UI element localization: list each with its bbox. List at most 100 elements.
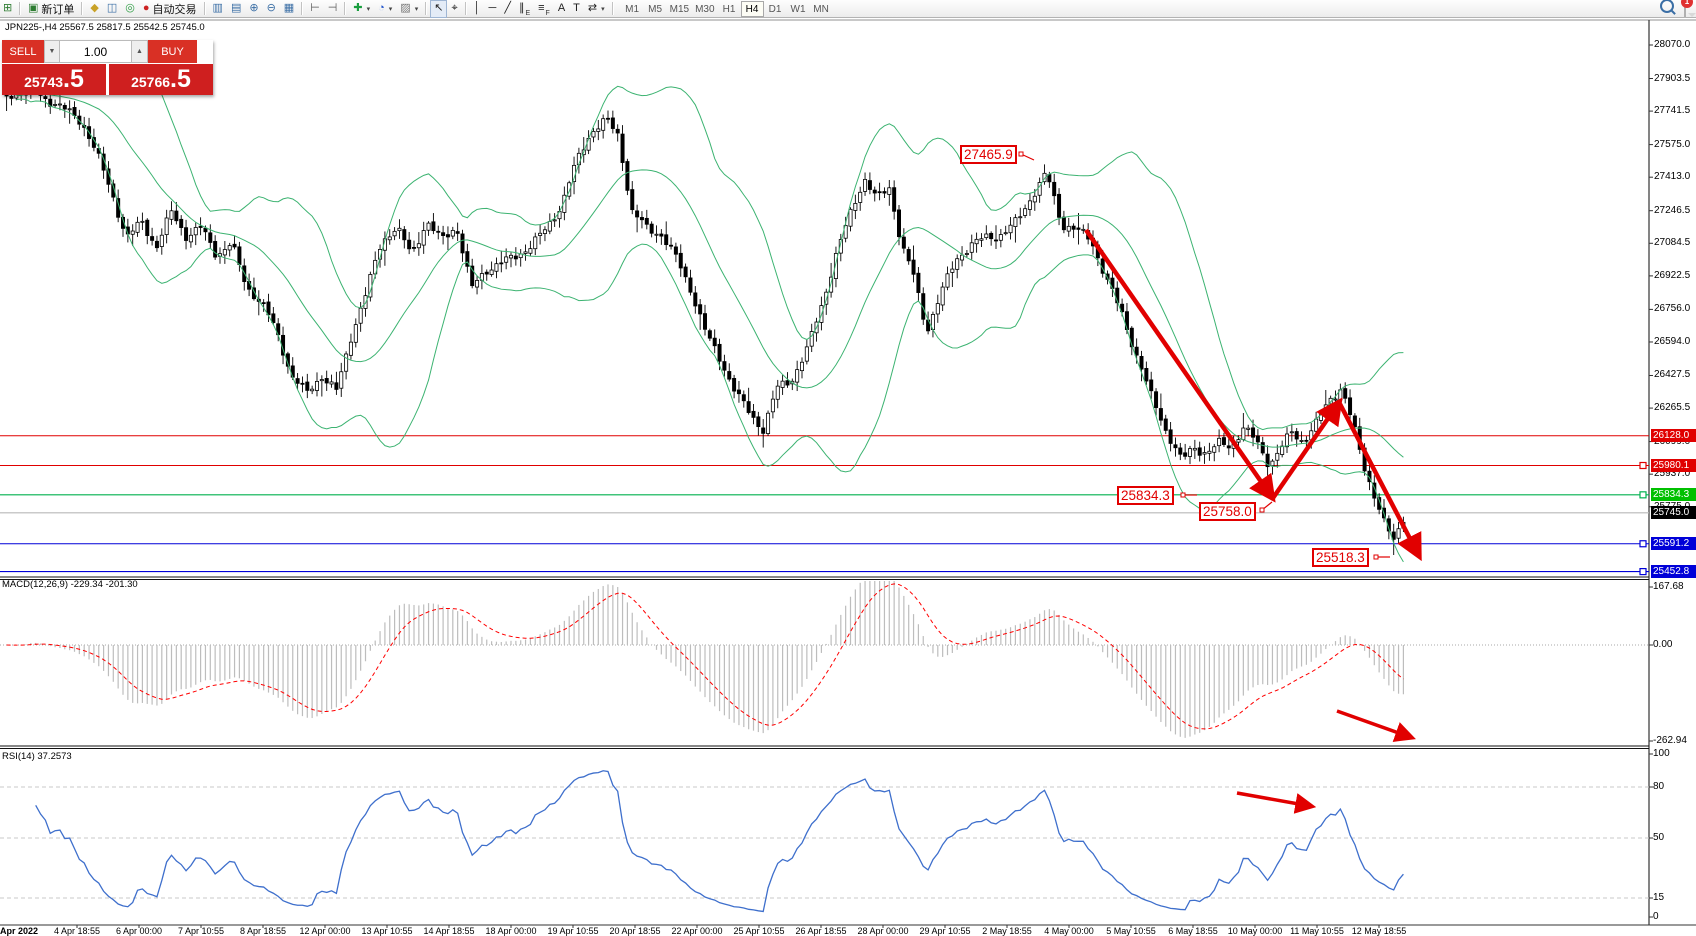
navigator-button[interactable]: ◫ bbox=[103, 0, 121, 18]
new-order-icon: ▣ bbox=[28, 2, 39, 14]
text-button[interactable]: A bbox=[554, 0, 569, 18]
price-tick: 27903.5 bbox=[1654, 72, 1691, 84]
indicator-tick: 80 bbox=[1653, 781, 1665, 792]
time-tick: 4 May 00:00 bbox=[1044, 926, 1094, 936]
auto-scroll-button[interactable]: ⊢ bbox=[306, 0, 324, 18]
channel-icon: ∥ bbox=[518, 2, 525, 14]
ask-price-main: 25766 bbox=[131, 74, 171, 90]
time-tick: 2 May 18:55 bbox=[982, 926, 1032, 936]
time-tick: 13 Apr 10:55 bbox=[361, 926, 413, 936]
ask-price-pips: .5 bbox=[170, 65, 191, 93]
cursor-button[interactable]: ↖ bbox=[430, 0, 448, 18]
price-tick: 25775.0 bbox=[1654, 500, 1691, 512]
arrows-icon: ⇄ bbox=[587, 2, 598, 14]
timeframe-group: M1 M5 M15 M30 H1 H4 D1 W1 MN bbox=[621, 0, 833, 17]
timeframe-h4[interactable]: H4 bbox=[740, 0, 764, 17]
timeframe-w1[interactable]: W1 bbox=[790, 3, 806, 15]
market-watch-button[interactable]: ◆ bbox=[86, 0, 102, 18]
indicators-button[interactable]: ✚ ▾ bbox=[353, 2, 371, 14]
price-annotation[interactable]: 25758.0 bbox=[1199, 502, 1256, 521]
one-click-trading-panel: SELL ▼ ▲ BUY 25743.5 25766.5 bbox=[2, 40, 213, 95]
chart-shift-button[interactable]: ⊣ bbox=[324, 0, 342, 18]
timeframe-m1[interactable]: M1 bbox=[625, 3, 640, 15]
vertical-line-icon: │ bbox=[473, 2, 481, 14]
vertical-line-button[interactable]: │ bbox=[470, 0, 485, 18]
price-level-badge: 26128.0 bbox=[1651, 428, 1696, 442]
horizontal-line-button[interactable]: ─ bbox=[485, 0, 501, 18]
time-tick: 25 Apr 10:55 bbox=[733, 926, 785, 936]
timeframe-mn[interactable]: MN bbox=[813, 3, 829, 15]
time-tick: 19 Apr 10:55 bbox=[547, 926, 599, 936]
buy-button[interactable]: BUY bbox=[148, 40, 197, 63]
price-tick: 26265.5 bbox=[1654, 402, 1691, 414]
indicator-tick: 167.68 bbox=[1653, 581, 1684, 592]
tile-windows-button[interactable]: ▦ bbox=[280, 0, 298, 18]
sell-button[interactable]: SELL bbox=[2, 40, 44, 63]
time-tick: 18 Apr 00:00 bbox=[485, 926, 537, 936]
new-order-button[interactable]: ▣ 新订单 bbox=[24, 0, 78, 18]
search-icon[interactable] bbox=[1660, 0, 1674, 18]
indicator-tick: 15 bbox=[1653, 892, 1665, 903]
fibonacci-button[interactable]: ≡ F bbox=[538, 2, 550, 17]
chart-ohlc-header: JPN225-,H4 25567.5 25817.5 25542.5 25745… bbox=[5, 22, 205, 33]
templates-button[interactable]: ▨ ▾ bbox=[400, 2, 419, 14]
signals-button[interactable]: ◎ bbox=[121, 0, 139, 18]
notifications-icon[interactable]: 1 bbox=[1681, 0, 1693, 18]
templates-icon: ▨ bbox=[400, 2, 411, 14]
price-annotation[interactable]: 25518.3 bbox=[1312, 548, 1369, 567]
timeframe-h1[interactable]: H1 bbox=[722, 3, 736, 15]
horizontal-line-icon: ─ bbox=[488, 2, 497, 14]
text-label-button[interactable]: T bbox=[569, 0, 584, 18]
price-annotation[interactable]: 25834.3 bbox=[1117, 486, 1174, 505]
toolbar-separator bbox=[611, 2, 614, 15]
volume-input[interactable] bbox=[60, 40, 132, 63]
timeframe-m5[interactable]: M5 bbox=[648, 3, 663, 15]
trendline-button[interactable]: ╱ bbox=[500, 0, 515, 18]
signals-icon: ◎ bbox=[125, 2, 135, 14]
price-tick: 28070.0 bbox=[1654, 39, 1691, 50]
time-tick: 10 May 00:00 bbox=[1227, 926, 1283, 936]
zoom-in-button[interactable]: ⊕ bbox=[245, 0, 262, 18]
new-order-button-label: 新订单 bbox=[41, 3, 75, 16]
time-tick: 11 May 10:55 bbox=[1290, 926, 1344, 936]
auto-trading-button[interactable]: ● 自动交易 bbox=[139, 0, 201, 18]
auto-trading-button-label: 自动交易 bbox=[152, 3, 197, 16]
toolbar-separator bbox=[203, 2, 206, 15]
volume-dropdown-icon[interactable]: ▼ bbox=[44, 40, 60, 63]
time-tick: 12 Apr 00:00 bbox=[299, 926, 351, 936]
volume-up-icon[interactable]: ▲ bbox=[132, 40, 148, 63]
indicator-tick: 0 bbox=[1653, 911, 1659, 922]
candlestick-chart-button[interactable]: ▤ bbox=[227, 0, 245, 18]
bar-chart-button[interactable]: ▥ bbox=[209, 0, 227, 18]
periods-button[interactable]: ◔ ▾ bbox=[378, 2, 393, 14]
toolbar-separator bbox=[425, 2, 428, 15]
timeframe-m15[interactable]: M15 bbox=[669, 3, 690, 15]
price-tick: 26427.5 bbox=[1654, 369, 1691, 381]
channel-button[interactable]: ∥ E bbox=[518, 2, 531, 17]
indicator-tick: 0.00 bbox=[1653, 639, 1673, 650]
bid-price-button[interactable]: 25743.5 bbox=[2, 64, 106, 95]
price-tick: 27413.0 bbox=[1654, 171, 1691, 183]
arrows-button[interactable]: ⇄ ▾ bbox=[587, 2, 605, 14]
zoom-in-icon: ⊕ bbox=[249, 2, 259, 14]
new-chart-icon: ⊞ bbox=[3, 2, 13, 14]
zoom-out-button[interactable]: ⊖ bbox=[263, 0, 280, 18]
price-tick: 27741.5 bbox=[1654, 105, 1691, 117]
ask-price-button[interactable]: 25766.5 bbox=[109, 64, 213, 95]
time-tick: 28 Apr 00:00 bbox=[857, 926, 909, 936]
timeframe-m30[interactable]: M30 bbox=[695, 3, 715, 15]
time-tick: 26 Apr 18:55 bbox=[795, 926, 847, 936]
candlestick-chart-icon: ▤ bbox=[230, 2, 242, 14]
new-chart-button[interactable]: ⊞ bbox=[2, 0, 16, 18]
price-tick: 26594.0 bbox=[1654, 335, 1691, 347]
indicator-tick: 100 bbox=[1653, 748, 1670, 759]
crosshair-button[interactable]: ⌖ bbox=[447, 0, 461, 18]
timeframe-d1[interactable]: D1 bbox=[768, 3, 782, 15]
cursor-icon: ↖ bbox=[434, 2, 444, 14]
price-tick: 25937.0 bbox=[1654, 468, 1691, 480]
market-watch-icon: ◆ bbox=[90, 2, 99, 14]
zoom-out-icon: ⊖ bbox=[266, 2, 276, 14]
rsi-header: RSI(14) 37.2573 bbox=[2, 751, 72, 762]
price-annotation[interactable]: 27465.9 bbox=[960, 145, 1017, 164]
